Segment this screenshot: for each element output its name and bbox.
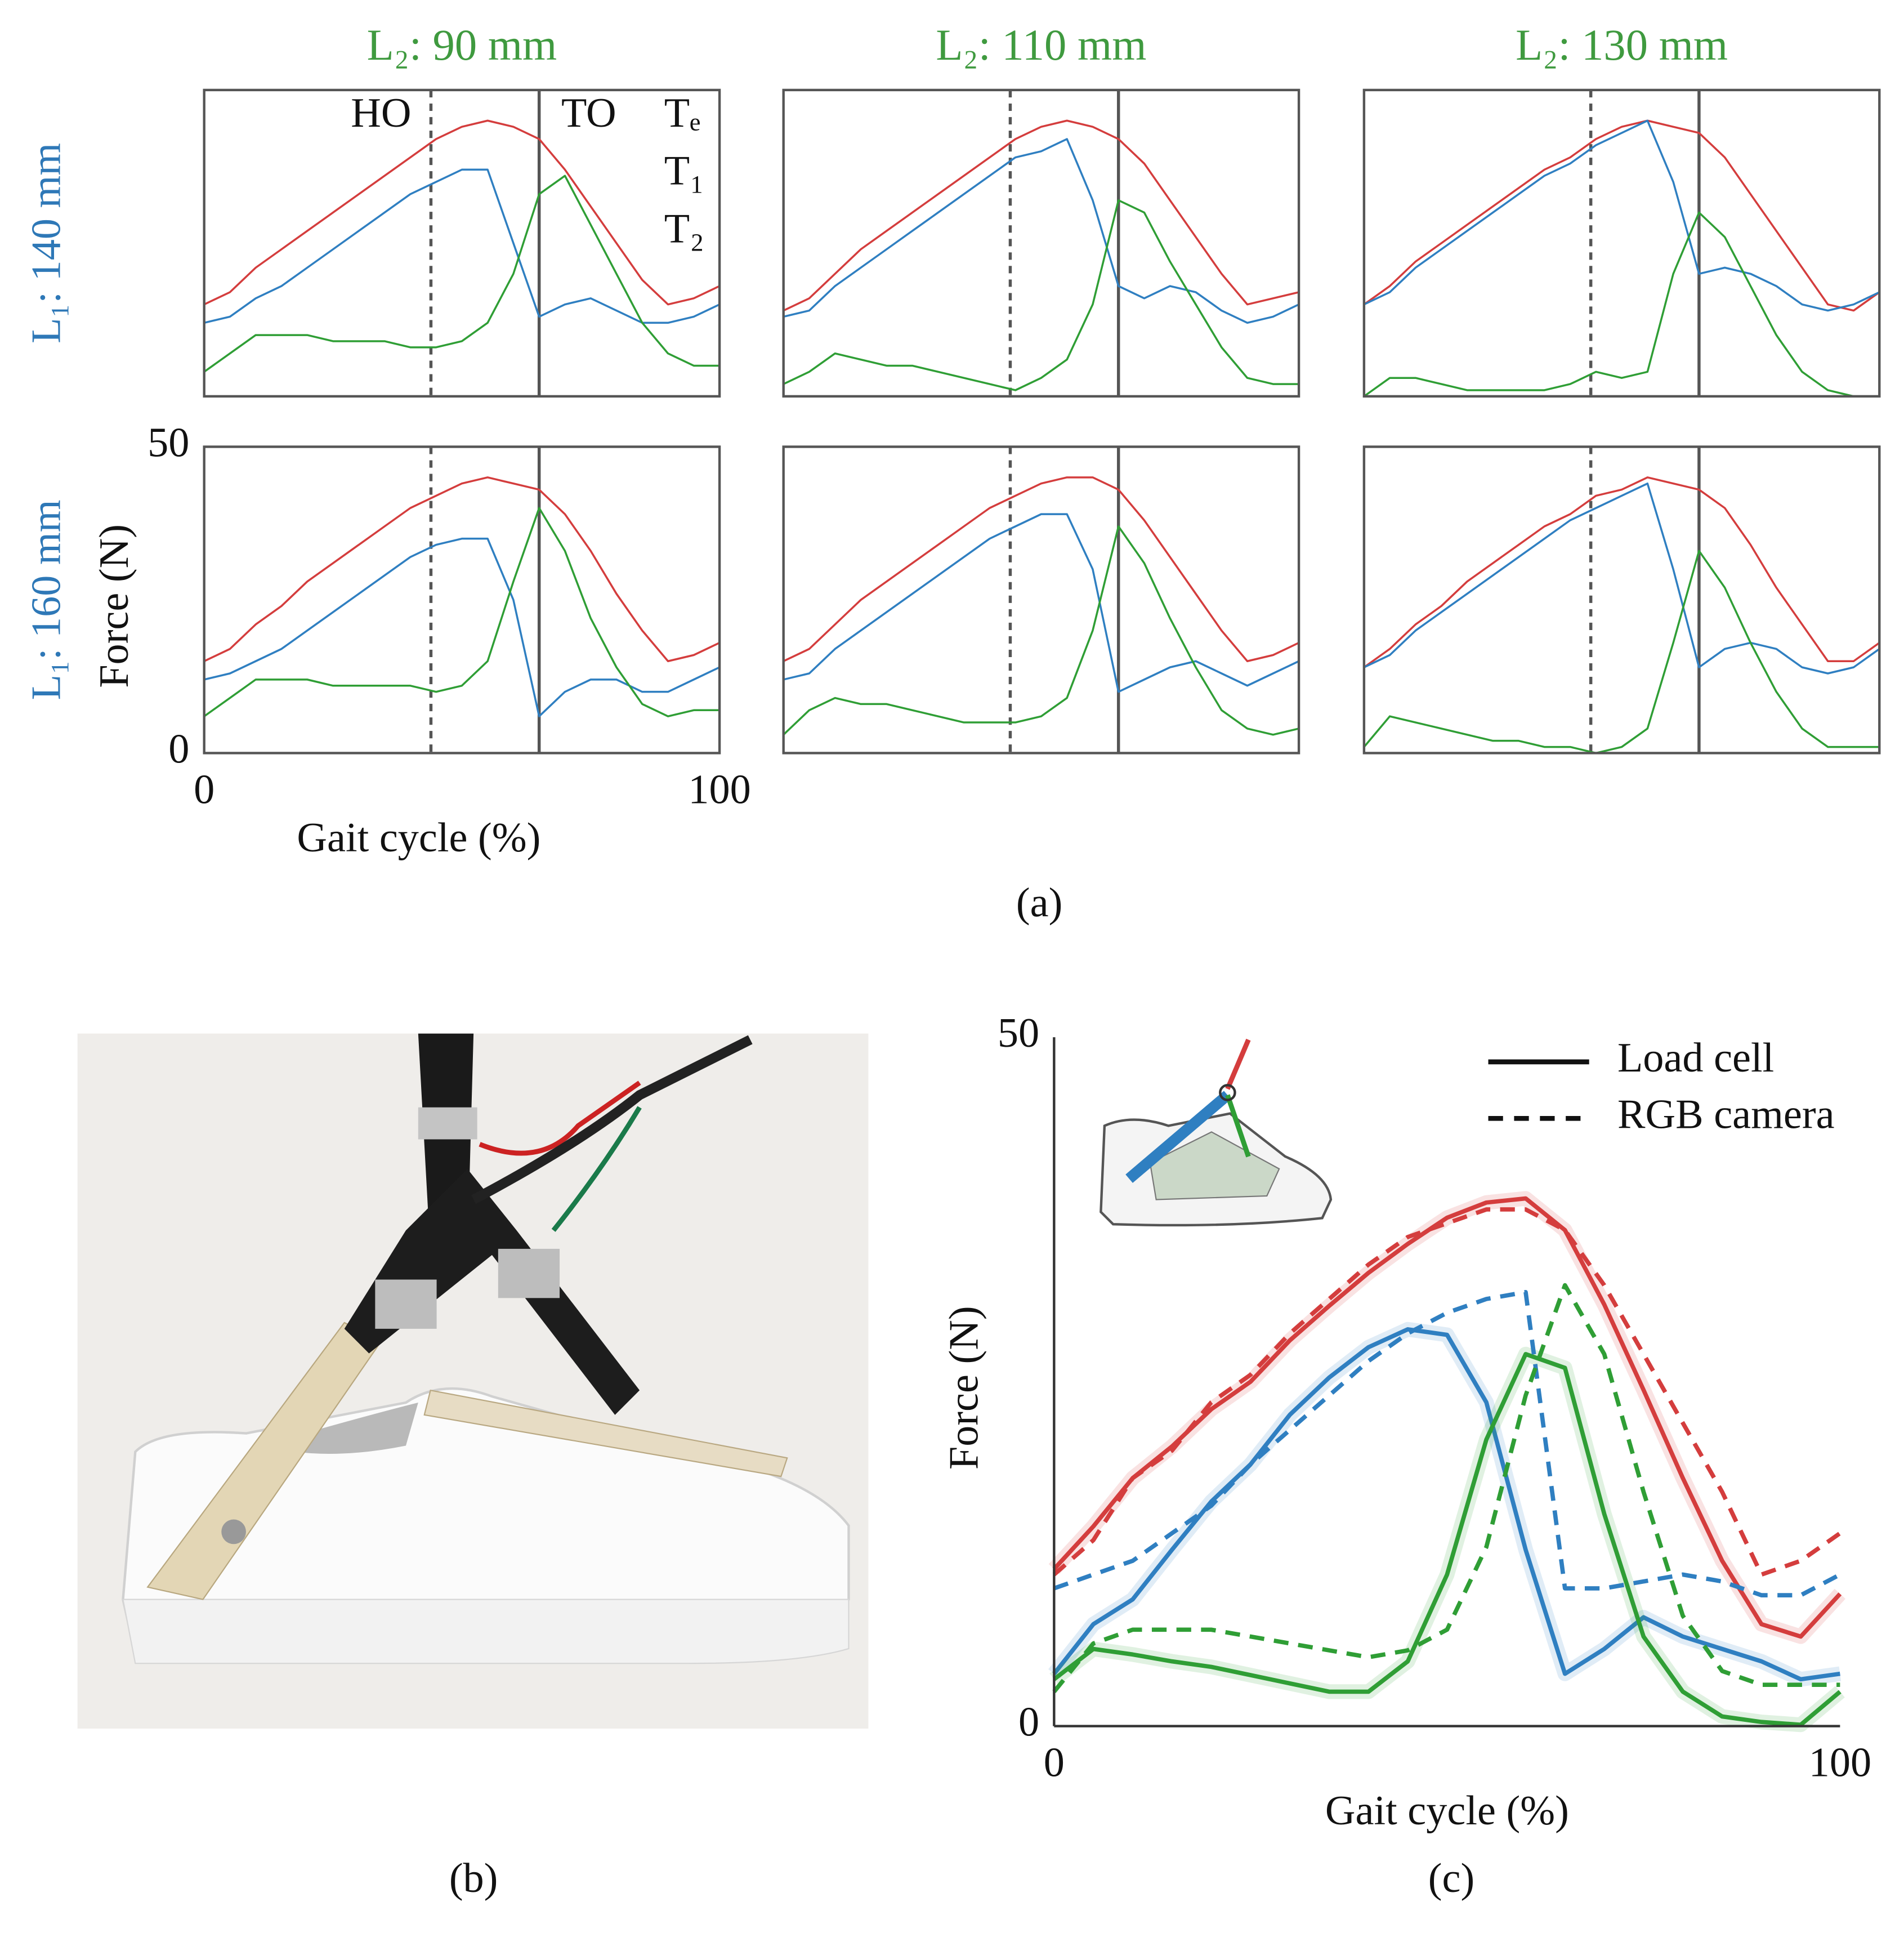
column-title: L₂: 90 mm — [367, 21, 557, 70]
plot-frame — [782, 88, 1300, 398]
y-axis-label: Force (N) — [941, 1306, 987, 1470]
line — [1052, 1327, 1840, 1682]
line — [1363, 211, 1880, 398]
line — [1052, 1196, 1842, 1639]
line — [203, 119, 720, 306]
y-tick-label: 0 — [168, 726, 189, 772]
caption: (c) — [1428, 1855, 1474, 1901]
x-axis-label: Gait cycle (%) — [297, 815, 540, 861]
x-tick-label: 100 — [688, 767, 750, 813]
legend-label: Tₑ — [664, 90, 700, 136]
event-label: HO — [351, 90, 411, 136]
y-tick-label: 0 — [1018, 1699, 1039, 1745]
legend-label: Load cell — [1617, 1035, 1774, 1081]
column-title: L₂: 130 mm — [1516, 21, 1728, 70]
y-tick-label: 50 — [998, 1010, 1039, 1056]
line — [203, 175, 720, 373]
legend-label: T₂ — [664, 206, 704, 252]
line — [1363, 550, 1880, 755]
y-tick-label: 50 — [148, 419, 189, 466]
line — [783, 513, 1299, 693]
line — [783, 119, 1299, 312]
plot-frame — [1362, 88, 1881, 398]
line — [1053, 1289, 1842, 1597]
line — [204, 537, 720, 717]
event-label: TO — [561, 90, 616, 136]
y-axis-label: Force (N) — [91, 524, 137, 688]
line — [203, 476, 720, 662]
plot-frame — [782, 445, 1300, 755]
line — [1364, 482, 1880, 675]
x-tick-label: 0 — [194, 767, 214, 813]
column-title: L₂: 110 mm — [936, 21, 1146, 70]
inset-shoe-icon — [1100, 1038, 1333, 1227]
line — [1364, 119, 1880, 312]
line — [1363, 119, 1880, 312]
line — [204, 168, 720, 324]
plot-frame — [203, 88, 721, 398]
plot-frame — [1362, 445, 1881, 755]
line — [783, 199, 1299, 391]
plot-frame — [203, 445, 721, 755]
line — [1363, 476, 1880, 668]
line — [783, 476, 1299, 662]
x-tick-label: 100 — [1809, 1740, 1871, 1786]
row-label: L₁: 160 mm — [24, 499, 70, 700]
legend-label: T₁ — [664, 148, 704, 194]
line — [203, 507, 720, 717]
line — [783, 138, 1299, 324]
line — [1052, 1352, 1842, 1727]
legend-label: RGB camera — [1617, 1091, 1835, 1137]
line — [1052, 1283, 1840, 1693]
caption: (b) — [449, 1855, 498, 1901]
line — [783, 525, 1299, 736]
x-tick-label: 0 — [1044, 1740, 1065, 1786]
row-label: L₁: 140 mm — [24, 143, 70, 343]
x-axis-label: Gait cycle (%) — [1325, 1788, 1569, 1834]
shoe-photo — [77, 1033, 869, 1729]
line — [1052, 1207, 1842, 1577]
caption: (a) — [1016, 880, 1062, 926]
